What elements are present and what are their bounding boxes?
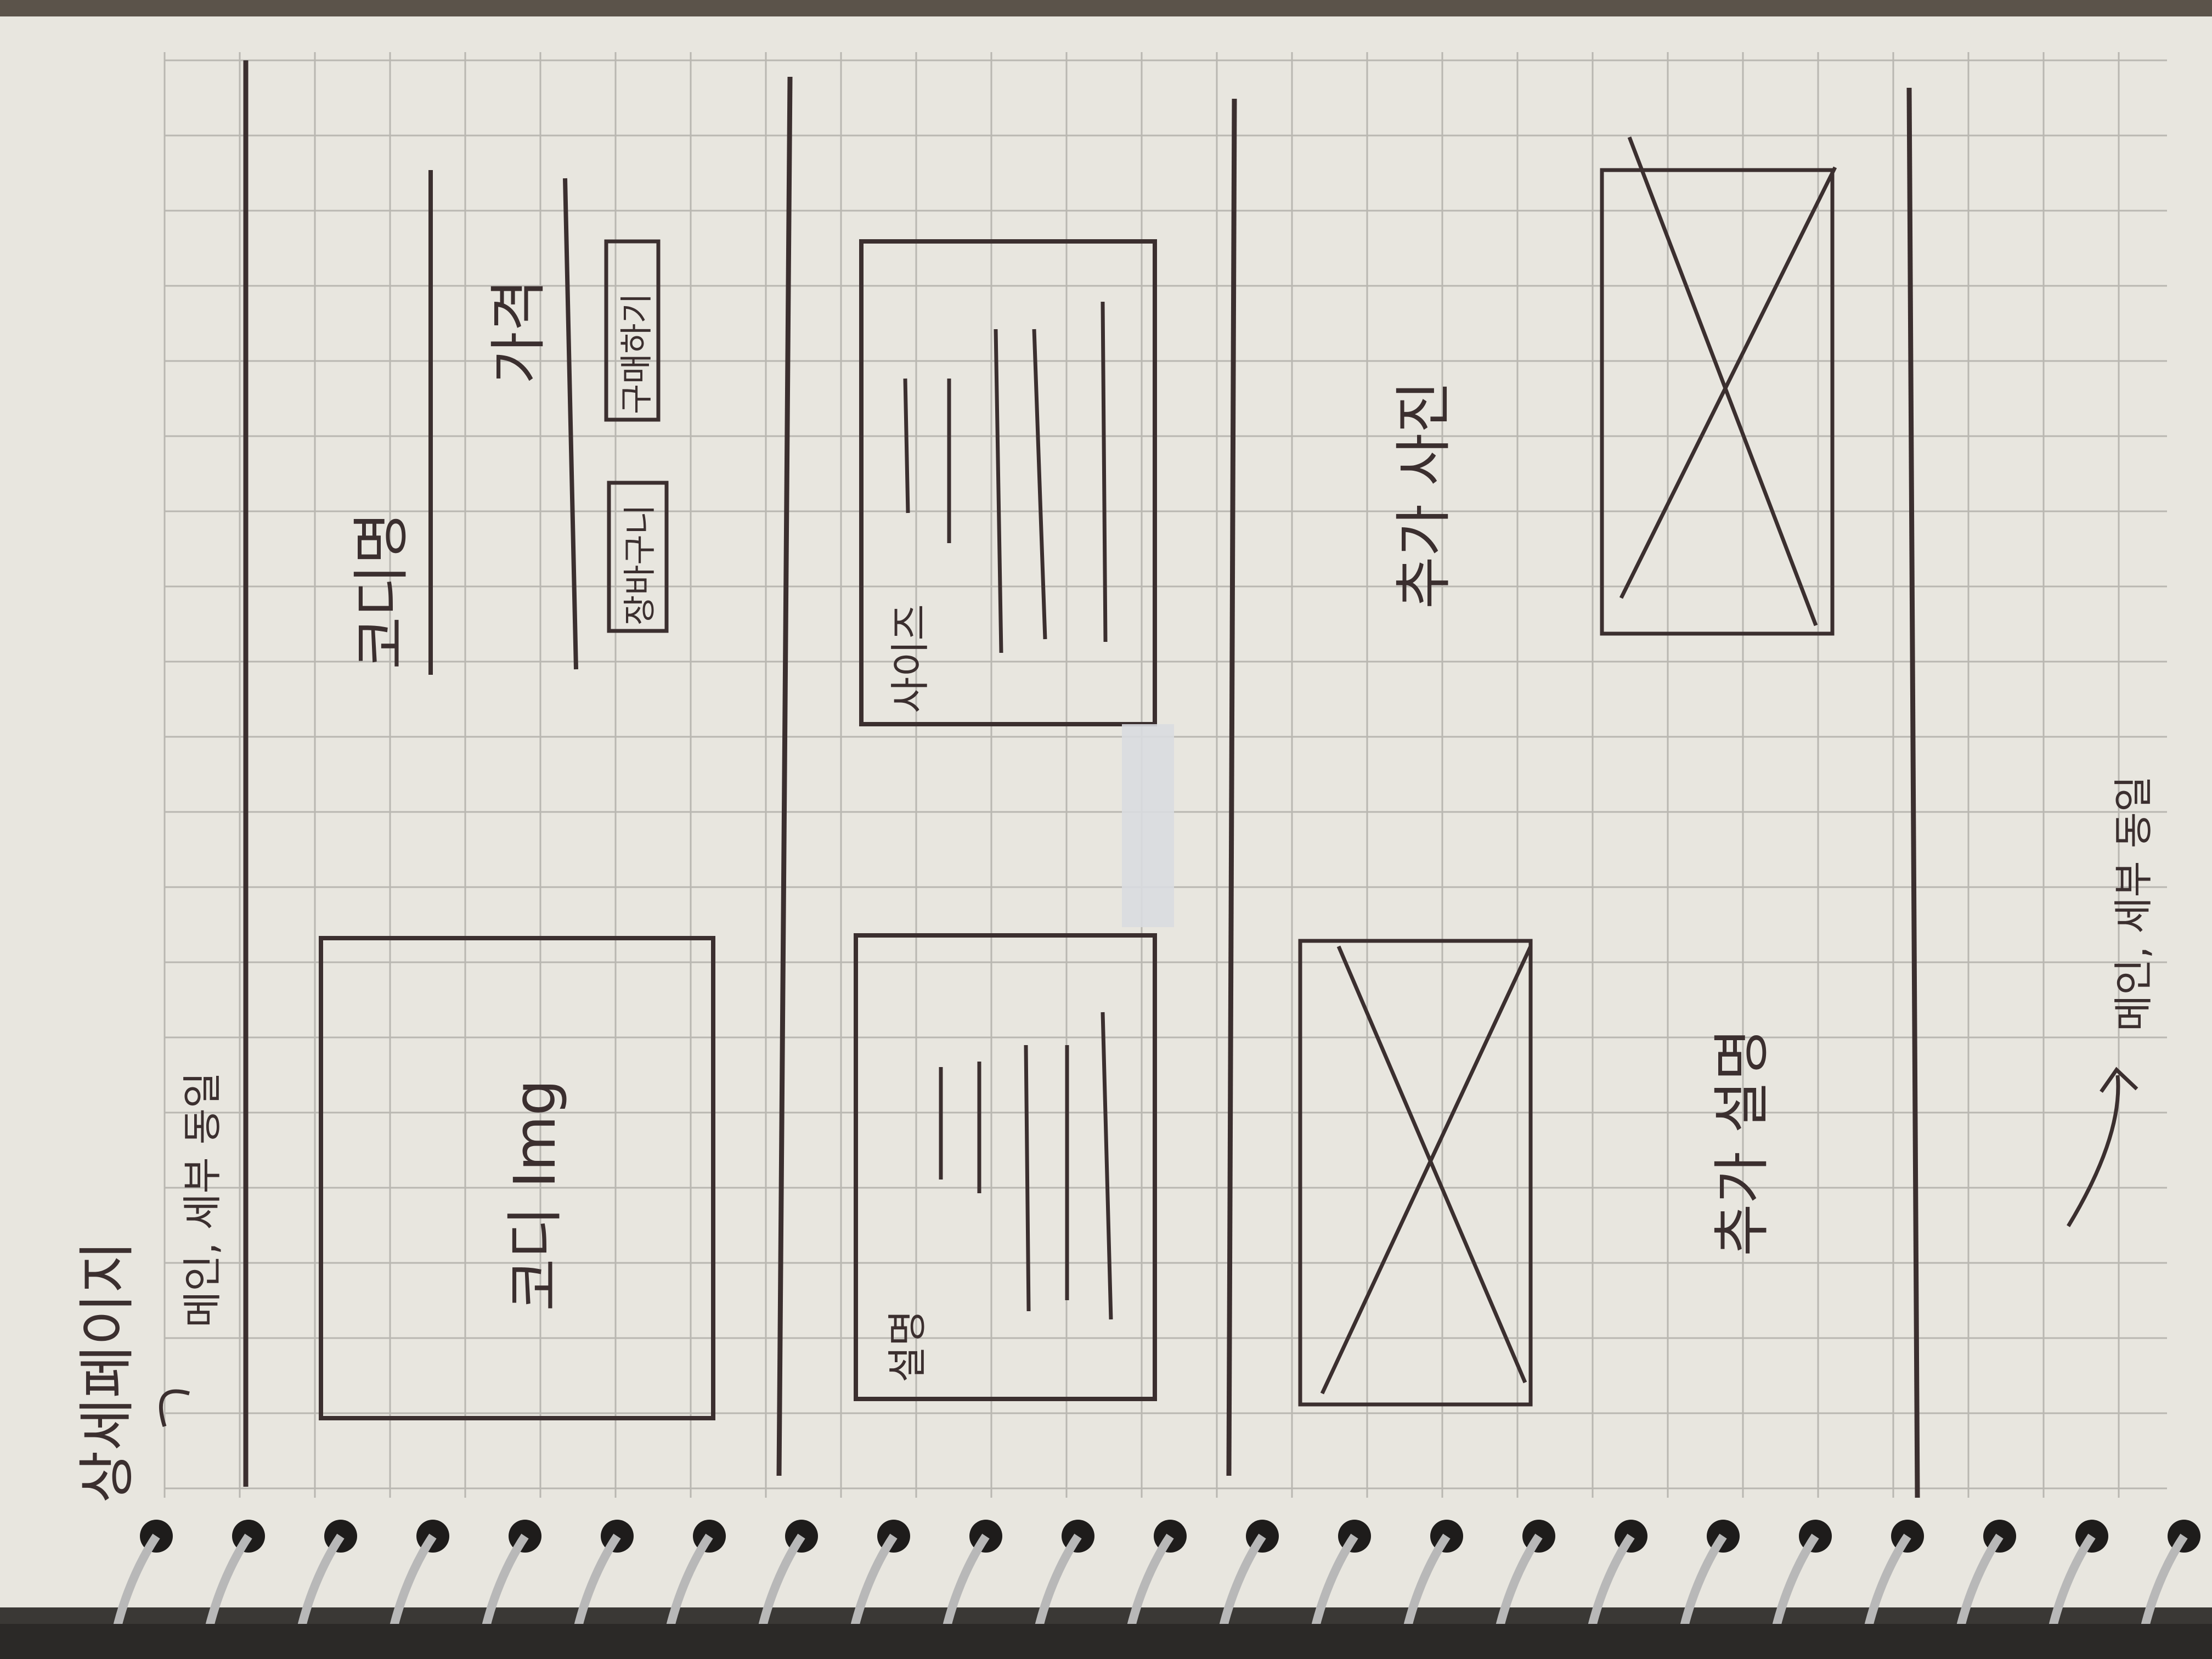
size-box bbox=[859, 239, 1157, 726]
buy-button-box bbox=[604, 239, 661, 422]
extra-photo-2 bbox=[1600, 136, 1837, 636]
buy-button[interactable]: 구매하기 bbox=[618, 293, 656, 414]
tape-piece bbox=[1122, 724, 1174, 927]
extra-photo-label: 추가 사진 bbox=[1390, 381, 1457, 609]
page-title: 상세페이지 bbox=[74, 1240, 140, 1503]
section-dividers bbox=[243, 60, 1920, 1498]
subtitle-arrow-icon bbox=[159, 1389, 190, 1427]
description-box bbox=[854, 933, 1157, 1401]
product-price-label: 가격 bbox=[485, 279, 552, 384]
divider-2 bbox=[776, 76, 793, 1476]
footer-arrowhead-icon bbox=[2100, 1066, 2138, 1093]
description-text-lines bbox=[939, 1012, 1113, 1320]
product-image-label: 코디 Img bbox=[501, 1079, 568, 1311]
desk-surface bbox=[0, 1624, 2212, 1659]
page-subtitle: 메인, 세부 동일 bbox=[179, 1071, 225, 1328]
product-info-lines bbox=[428, 170, 578, 675]
footer-arrow-icon bbox=[2067, 1075, 2120, 1227]
extra-photo-1 bbox=[1298, 939, 1533, 1407]
extra-description-label: 추가 설명 bbox=[1708, 1028, 1775, 1256]
size-text-lines bbox=[903, 301, 1108, 653]
product-name-label: 코디명 bbox=[348, 511, 415, 669]
price-underline bbox=[563, 178, 578, 670]
divider-4 bbox=[1906, 87, 1920, 1498]
size-label: 사이즈 bbox=[887, 604, 933, 713]
description-label: 설명 bbox=[884, 1310, 930, 1383]
product-image-box bbox=[319, 936, 715, 1420]
cart-button-box bbox=[607, 481, 669, 633]
footer-note: 메인, 세부 동일 bbox=[2111, 775, 2157, 1031]
cart-button[interactable]: 장바구니 bbox=[621, 504, 659, 625]
divider-3 bbox=[1226, 98, 1237, 1476]
